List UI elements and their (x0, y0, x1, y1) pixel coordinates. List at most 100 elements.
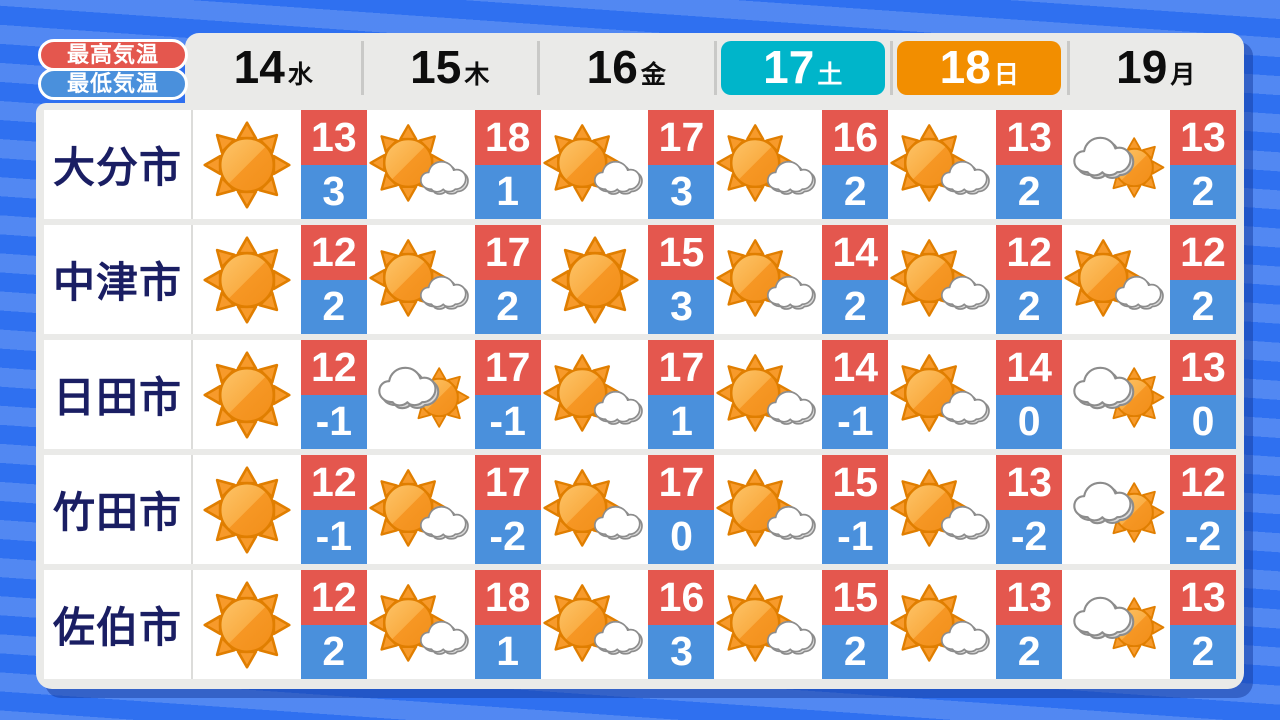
min-temp-value: 0 (648, 509, 715, 564)
city-name-hita: 日田市 (44, 340, 193, 449)
temperature-block: 14 2 (822, 225, 889, 334)
max-temp-value: 12 (300, 225, 367, 280)
temperature-block: 12 -1 (300, 455, 367, 564)
date-number: 19 (1116, 41, 1168, 93)
forecast-cell: 13 2 (1062, 110, 1236, 219)
date-cell-15: 15 木 (360, 33, 539, 103)
max-temp-value: 13 (996, 110, 1063, 165)
sunny-with-cloud-icon (541, 110, 649, 219)
max-temp-value: 12 (1169, 225, 1236, 280)
max-temp-value: 18 (474, 570, 541, 625)
forecast-cell: 12 2 (193, 225, 367, 334)
forecast-cell: 13 2 (888, 110, 1063, 219)
min-temp-value: 2 (996, 279, 1063, 334)
max-temp-value: 16 (648, 570, 715, 625)
date-cell-14: 14 水 (185, 33, 362, 103)
temperature-block: 15 3 (648, 225, 715, 334)
day-of-week: 日 (993, 61, 1019, 89)
sunny-with-cloud-icon (888, 455, 996, 564)
min-temp-value: 2 (996, 164, 1063, 219)
max-temp-value: 14 (822, 225, 889, 280)
min-temp-value: -2 (474, 509, 541, 564)
temperature-block: 17 2 (474, 225, 541, 334)
min-temp-value: 2 (1169, 624, 1236, 679)
max-temp-value: 13 (300, 110, 367, 165)
cloudy-with-sun-icon (1062, 570, 1170, 679)
temperature-block: 18 1 (474, 570, 541, 679)
sunny-with-cloud-icon (1062, 225, 1170, 334)
min-temp-value: -1 (474, 394, 541, 449)
day-of-week: 水 (287, 61, 313, 89)
forecast-cell: 12 2 (1062, 225, 1236, 334)
min-temp-value: 0 (1169, 394, 1236, 449)
forecast-cell: 12 2 (193, 570, 367, 679)
temperature-block: 17 0 (648, 455, 715, 564)
max-temp-value: 16 (822, 110, 889, 165)
temperature-block: 12 2 (300, 570, 367, 679)
min-temp-value: -1 (822, 394, 889, 449)
date-label-16: 16 金 (544, 41, 708, 95)
highlight-chip-17: 17 土 (720, 41, 885, 95)
temperature-block: 17 1 (648, 340, 715, 449)
forecast-cell: 17 1 (541, 340, 715, 449)
forecast-cell: 13 2 (888, 570, 1063, 679)
city-row-nakatsu: 中津市 12 2 17 2 15 3 14 2 12 2 12 2 (44, 225, 1236, 334)
min-temp-value: 3 (648, 279, 715, 334)
max-temp-value: 14 (996, 340, 1063, 395)
max-temp-legend-pill: 最高気温 (38, 39, 188, 71)
forecast-cell: 16 2 (714, 110, 889, 219)
day-of-week: 土 (817, 61, 843, 89)
cloudy-with-sun-icon (1062, 455, 1170, 564)
forecast-cell: 17 0 (541, 455, 715, 564)
min-temp-value: 2 (1169, 164, 1236, 219)
max-temp-value: 12 (300, 455, 367, 510)
min-temp-value: -2 (1169, 509, 1236, 564)
sunny-icon (193, 570, 301, 679)
sunny-with-cloud-icon (714, 570, 822, 679)
temperature-block: 17 -1 (474, 340, 541, 449)
temperature-block: 15 2 (822, 570, 889, 679)
sunny-with-cloud-icon (888, 340, 996, 449)
min-temp-value: 2 (996, 624, 1063, 679)
max-temp-value: 13 (996, 570, 1063, 625)
cloudy-with-sun-icon (1062, 340, 1170, 449)
day-of-week: 木 (464, 61, 490, 89)
max-temp-value: 17 (474, 225, 541, 280)
forecast-cell: 12 -2 (1062, 455, 1236, 564)
temperature-block: 14 -1 (822, 340, 889, 449)
city-name-taketa: 竹田市 (44, 455, 193, 564)
forecast-cell: 14 0 (888, 340, 1063, 449)
temperature-block: 13 2 (996, 110, 1063, 219)
min-temp-legend-pill: 最低気温 (38, 68, 188, 100)
min-temp-value: 1 (474, 624, 541, 679)
forecast-cell: 17 -2 (367, 455, 541, 564)
city-row-oita: 大分市 13 3 18 1 17 3 16 2 13 2 13 2 (44, 110, 1236, 219)
sunny-icon (193, 455, 301, 564)
sunny-icon (193, 340, 301, 449)
forecast-cell: 12 -1 (193, 455, 367, 564)
forecast-cell: 12 2 (888, 225, 1063, 334)
temperature-block: 14 0 (996, 340, 1063, 449)
min-temp-value: -2 (996, 509, 1063, 564)
temperature-block: 16 2 (822, 110, 889, 219)
max-temp-value: 13 (1169, 340, 1236, 395)
temperature-block: 16 3 (648, 570, 715, 679)
sunny-icon (193, 110, 301, 219)
temperature-block: 15 -1 (822, 455, 889, 564)
date-label-14: 14 水 (191, 41, 355, 95)
date-cell-19: 19 月 (1066, 33, 1245, 103)
temperature-block: 13 2 (1169, 110, 1236, 219)
header-separator (713, 41, 717, 95)
sunny-with-cloud-icon (367, 455, 475, 564)
max-temp-value: 15 (822, 570, 889, 625)
forecast-rows: 大分市 13 3 18 1 17 3 16 2 13 2 13 2 中津市 12 2 17 2 15 3 14 2 12 2 1… (36, 103, 1244, 689)
temperature-block: 13 2 (1169, 570, 1236, 679)
min-temp-value: 2 (822, 624, 889, 679)
sunny-with-cloud-icon (714, 110, 822, 219)
cloudy-with-sun-icon (1062, 110, 1170, 219)
max-temp-value: 17 (474, 340, 541, 395)
max-temp-value: 18 (474, 110, 541, 165)
sunny-with-cloud-icon (541, 455, 649, 564)
min-temp-value: 3 (648, 164, 715, 219)
min-temp-value: 1 (474, 164, 541, 219)
